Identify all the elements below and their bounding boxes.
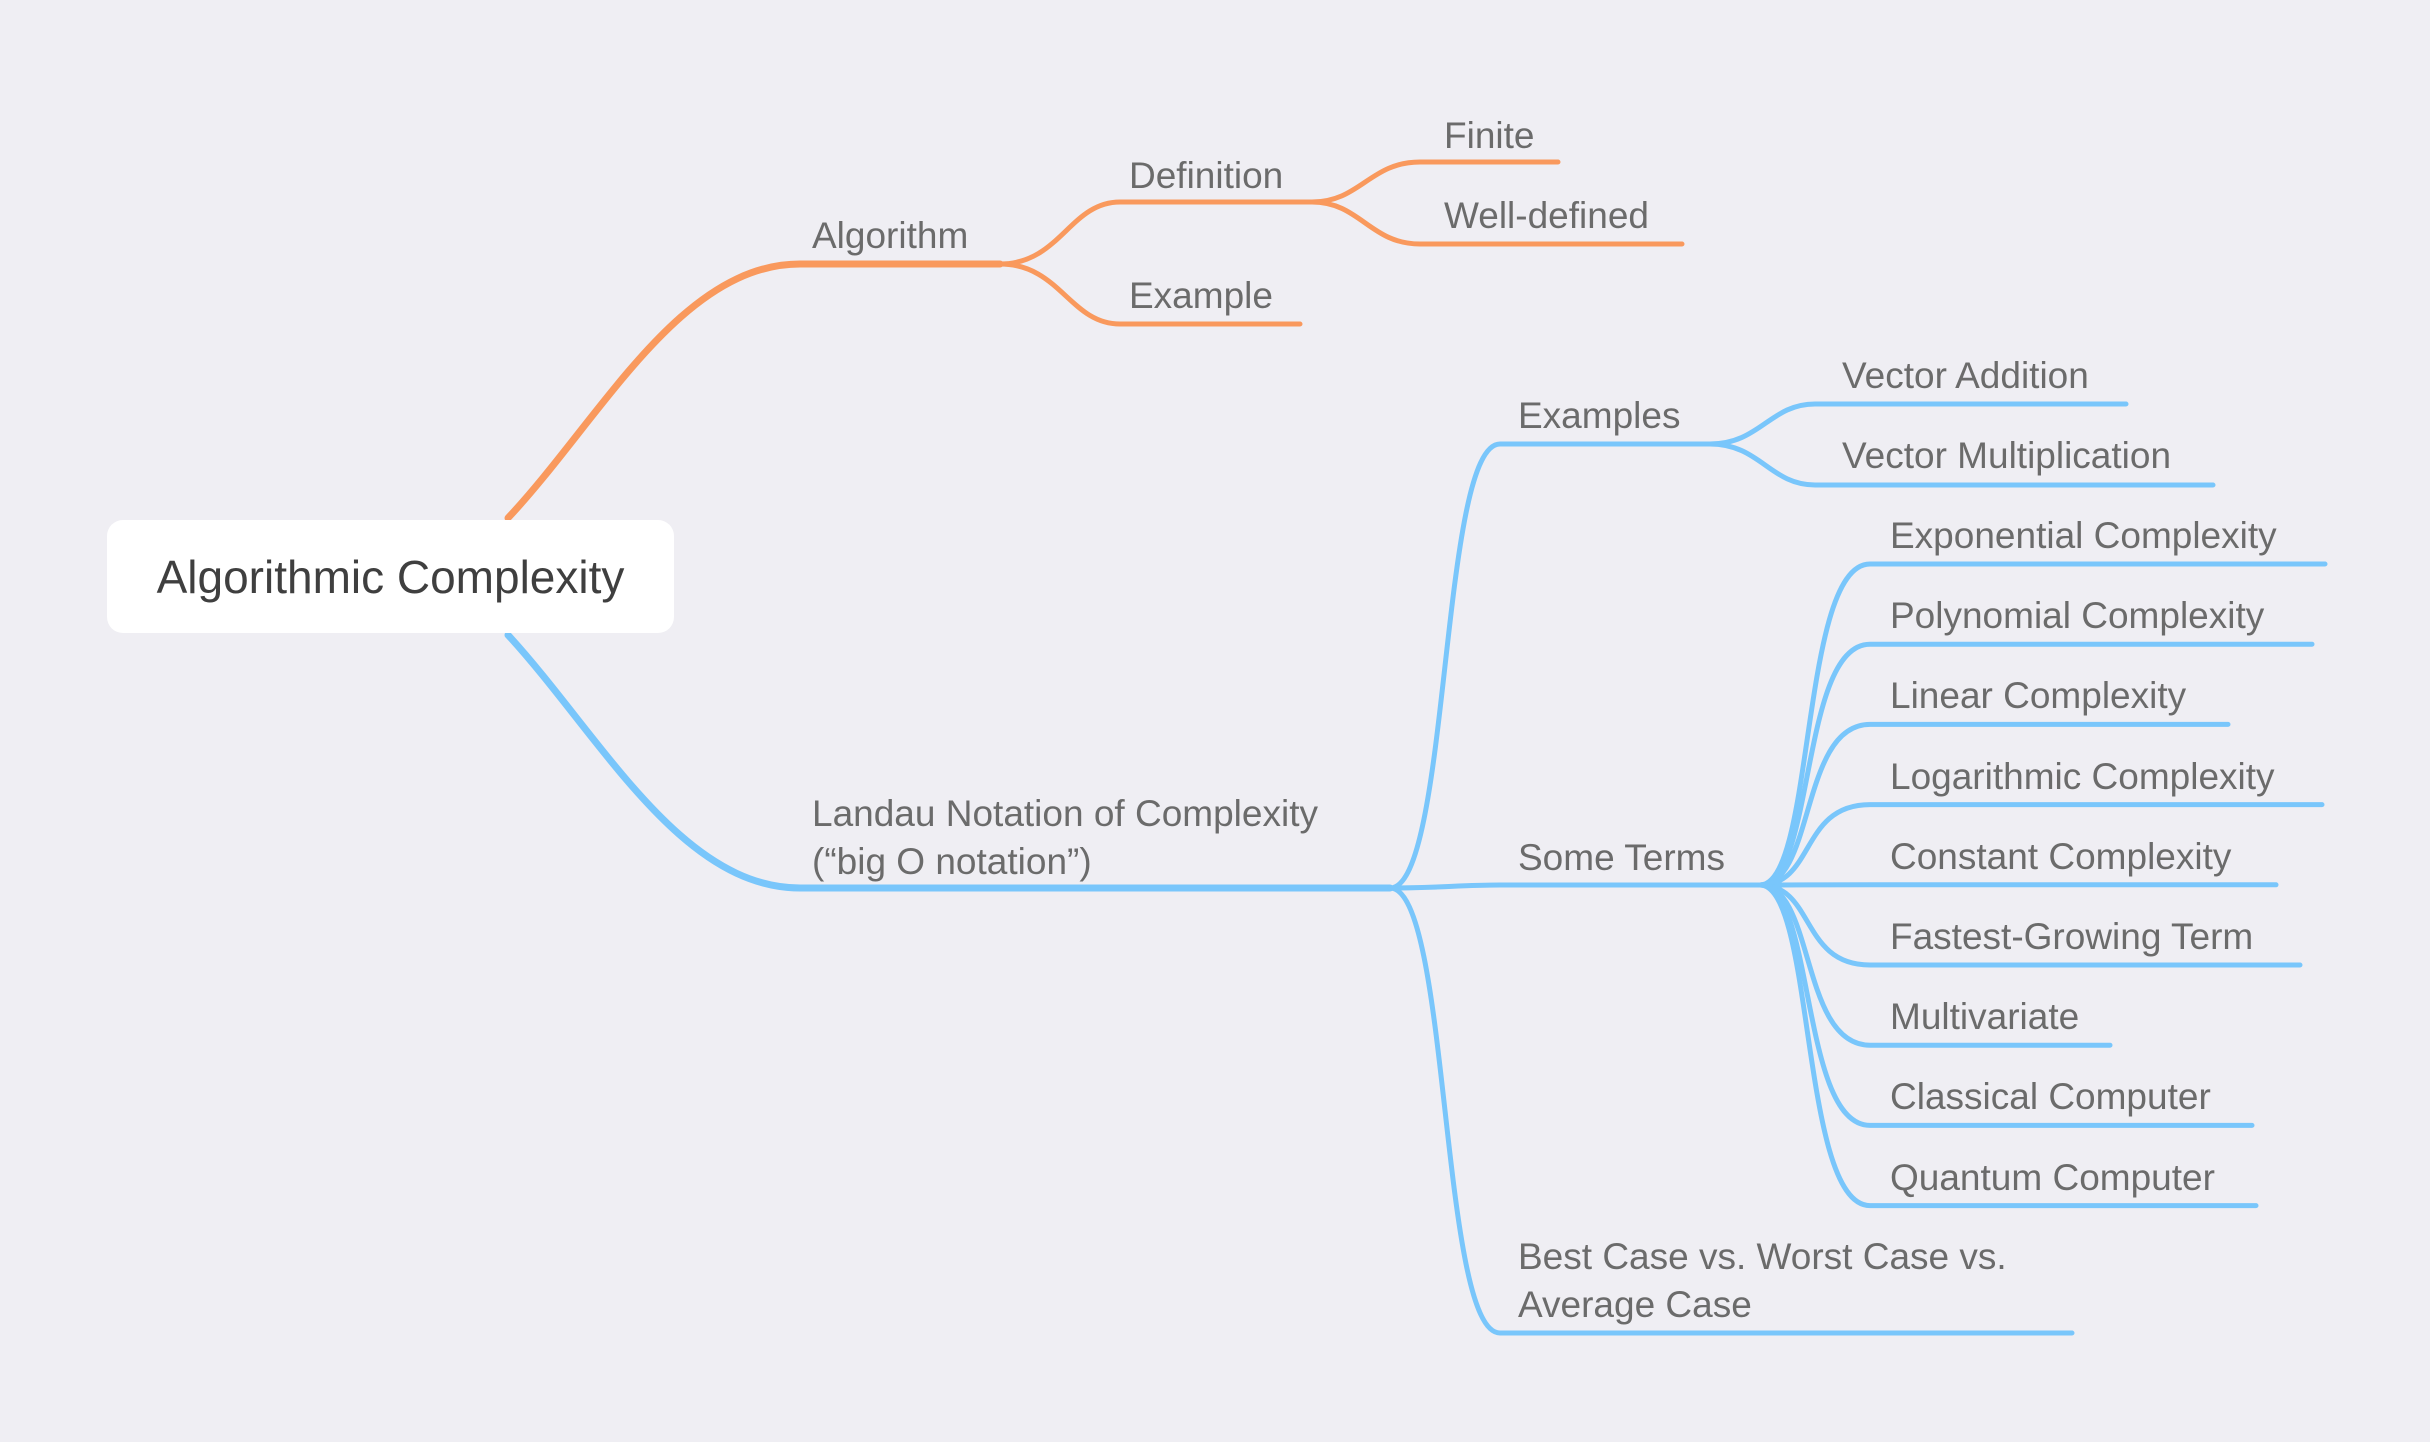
node-cases-line2: Average Case [1518, 1284, 1752, 1325]
node-well-defined[interactable]: Well-defined [1444, 195, 1649, 236]
node-term-multivariate[interactable]: Multivariate [1890, 996, 2080, 1038]
edge-root-landau [504, 631, 1394, 892]
edge-definition-finite [1309, 159, 1561, 205]
edge-terms-fastest-growing-term [1757, 882, 2303, 968]
edge-definition-welldefined [1309, 199, 1685, 247]
node-term-polynomial-complexity[interactable]: Polynomial Complexity [1890, 595, 2265, 637]
edge-terms-linear-complexity [1757, 721, 2231, 888]
node-cases-line1: Best Case vs. Worst Case vs. [1518, 1236, 2007, 1277]
landau-branch-lines [504, 401, 2216, 1336]
edge-algorithm-definition [997, 199, 1315, 267]
node-landau-line1: Landau Notation of Complexity [812, 793, 1318, 834]
node-term-linear-complexity[interactable]: Linear Complexity [1890, 675, 2187, 717]
edge-landau-examples [1387, 441, 1713, 891]
node-some-terms[interactable]: Some Terms [1518, 837, 1725, 878]
node-finite[interactable]: Finite [1444, 115, 1535, 156]
edge-examples-vmult [1707, 441, 2216, 488]
edge-algorithm-example [997, 261, 1303, 327]
node-vector-multiplication[interactable]: Vector Multiplication [1842, 435, 2172, 476]
root-node[interactable]: Algorithmic Complexity [107, 520, 674, 633]
node-cases[interactable]: Best Case vs. Worst Case vs. Average Cas… [1518, 1233, 2007, 1329]
edge-root-algorithm [504, 260, 1004, 522]
edge-landau-terms [1387, 882, 1763, 891]
edge-terms-logarithmic-complexity [1757, 802, 2325, 888]
algorithm-branch-lines [504, 159, 1685, 522]
node-term-constant-complexity[interactable]: Constant Complexity [1890, 835, 2232, 877]
edge-terms-quantum-computer [1757, 882, 2259, 1209]
node-landau[interactable]: Landau Notation of Complexity (“big O no… [812, 790, 1318, 886]
node-term-exponential-complexity[interactable]: Exponential Complexity [1890, 515, 2277, 556]
node-term-classical-computer[interactable]: Classical Computer [1890, 1076, 2211, 1118]
terms-edges [1757, 561, 2328, 1209]
node-vector-addition[interactable]: Vector Addition [1842, 355, 2089, 396]
node-term-fastest-growing-term[interactable]: Fastest-Growing Term [1890, 916, 2254, 957]
node-examples[interactable]: Examples [1518, 395, 1681, 436]
node-definition[interactable]: Definition [1129, 155, 1284, 196]
node-term-quantum-computer[interactable]: Quantum Computer [1890, 1156, 2215, 1198]
node-landau-line2: (“big O notation”) [812, 841, 1092, 882]
edge-landau-cases [1387, 885, 2075, 1336]
edge-examples-vadd [1707, 401, 2129, 447]
node-term-logarithmic-complexity[interactable]: Logarithmic Complexity [1890, 755, 2275, 797]
edge-terms-polynomial-complexity [1757, 641, 2315, 888]
node-algorithm[interactable]: Algorithm [812, 215, 969, 256]
node-example[interactable]: Example [1129, 275, 1273, 316]
